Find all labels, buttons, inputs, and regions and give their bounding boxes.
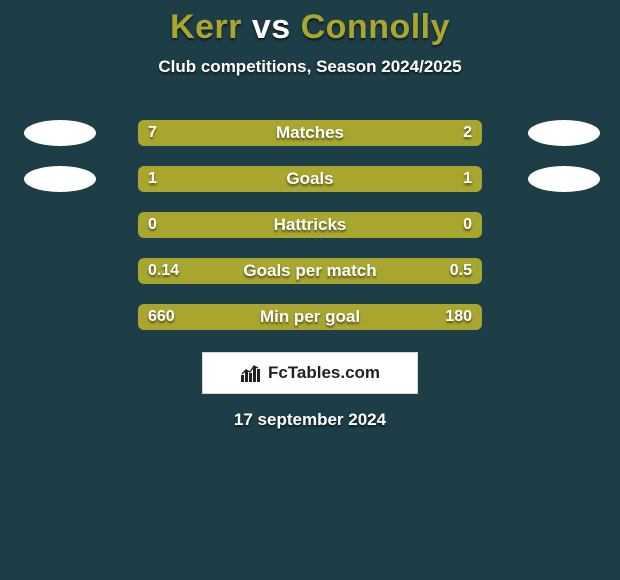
bar-chart-icon — [240, 363, 262, 383]
comparison-bars: Matches72 Goals11 Hattricks00 Goals per mat… — [0, 110, 620, 340]
bar-segment-left — [138, 212, 310, 238]
bar-segment-right — [214, 258, 482, 284]
stat-row: Hattricks00 — [0, 202, 620, 248]
stat-row: Goals per match0.140.5 — [0, 248, 620, 294]
comparison-infographic: Kerr vs Connolly Club competitions, Seas… — [0, 0, 620, 580]
stat-row: Goals11 — [0, 156, 620, 202]
stat-bar: Goals11 — [138, 166, 482, 192]
bar-segment-left — [138, 304, 406, 330]
player-a-badge — [24, 166, 96, 192]
stat-bar: Matches72 — [138, 120, 482, 146]
player-a-badge — [24, 120, 96, 146]
player-a-name: Kerr — [170, 8, 242, 46]
stat-bar: Goals per match0.140.5 — [138, 258, 482, 284]
stat-bar: Hattricks00 — [138, 212, 482, 238]
bar-segment-right — [310, 212, 482, 238]
page-title: Kerr vs Connolly — [0, 0, 620, 47]
bar-segment-right — [406, 304, 482, 330]
vs-separator: vs — [252, 8, 291, 46]
date-text: 17 september 2024 — [0, 410, 620, 430]
bar-segment-right — [310, 166, 482, 192]
player-b-badge — [528, 120, 600, 146]
subtitle: Club competitions, Season 2024/2025 — [0, 57, 620, 77]
bar-segment-left — [138, 258, 214, 284]
attribution-badge: FcTables.com — [202, 352, 418, 394]
bar-segment-left — [138, 166, 310, 192]
player-b-name: Connolly — [301, 8, 450, 46]
bar-segment-right — [393, 120, 482, 146]
stat-bar: Min per goal660180 — [138, 304, 482, 330]
bar-segment-left — [138, 120, 393, 146]
stat-row: Min per goal660180 — [0, 294, 620, 340]
player-b-badge — [528, 166, 600, 192]
stat-row: Matches72 — [0, 110, 620, 156]
attribution-text: FcTables.com — [268, 363, 380, 383]
